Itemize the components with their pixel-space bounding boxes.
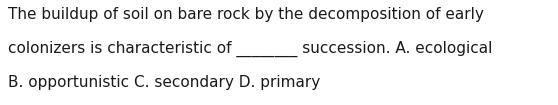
Text: B. opportunistic C. secondary D. primary: B. opportunistic C. secondary D. primary	[8, 75, 321, 90]
Text: The buildup of soil on bare rock by the decomposition of early: The buildup of soil on bare rock by the …	[8, 7, 484, 22]
Text: colonizers is characteristic of ________ succession. A. ecological: colonizers is characteristic of ________…	[8, 41, 493, 57]
